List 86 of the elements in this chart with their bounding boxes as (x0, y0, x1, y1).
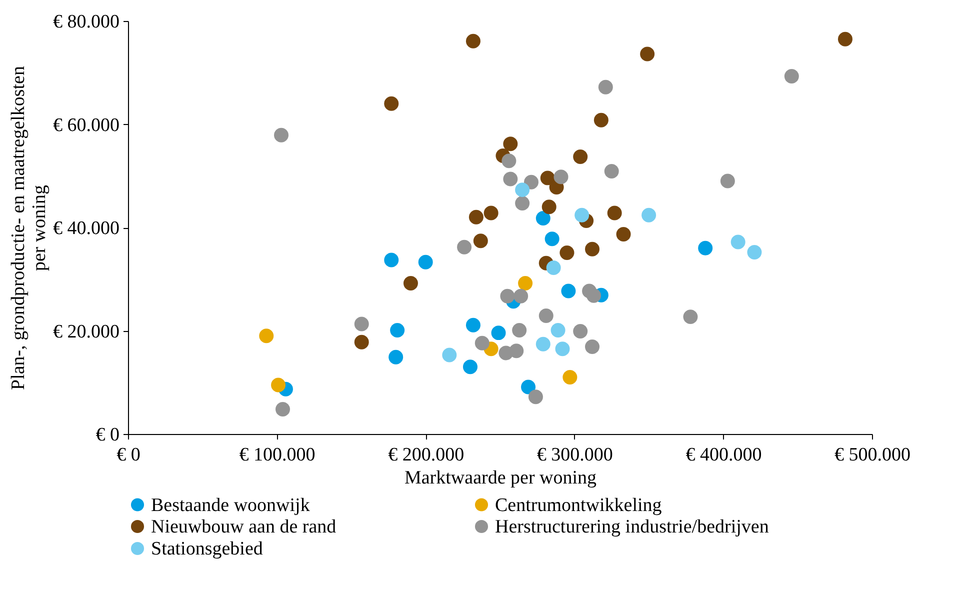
point (524, 174, 538, 190)
point (594, 112, 608, 128)
x-tick-label: € 200.000 (388, 444, 464, 466)
point (573, 324, 588, 338)
x-tick-label: € 300.000 (536, 444, 613, 466)
point (838, 32, 852, 46)
point (598, 80, 613, 94)
point (512, 323, 527, 338)
point (271, 378, 286, 392)
point (474, 336, 490, 350)
point (354, 316, 369, 332)
point (502, 154, 516, 168)
point (573, 150, 588, 164)
point (562, 370, 578, 384)
point (442, 348, 457, 362)
x-axis-title: Marktwaarde per woning (404, 468, 598, 488)
legend-label: Centrumontwikkeling (495, 494, 662, 516)
point (542, 200, 556, 214)
y-tick-label: € 20.000 (53, 321, 120, 342)
point (604, 164, 619, 178)
point (518, 276, 533, 290)
point (683, 310, 698, 324)
point (388, 350, 404, 364)
point (554, 170, 568, 184)
point (555, 342, 570, 356)
legend-label: Bestaande woonwijk (151, 494, 310, 516)
point (354, 334, 369, 350)
point (720, 174, 735, 188)
point (384, 252, 399, 268)
y-tick-label: € 0 (96, 424, 120, 446)
y-tick-label: € 80.000 (53, 12, 120, 32)
point (468, 210, 484, 224)
point (521, 380, 536, 394)
point (484, 206, 498, 220)
point (466, 318, 480, 332)
legend-label: Herstructurering industrie/bedrijven (495, 516, 770, 538)
point (491, 326, 506, 340)
point (540, 170, 555, 186)
legend-label: Stationsgebied (151, 538, 264, 560)
point (560, 246, 574, 260)
point (616, 226, 631, 242)
point (585, 242, 600, 256)
point (515, 196, 530, 210)
point (642, 208, 656, 222)
point (528, 390, 543, 404)
point (574, 208, 590, 222)
y-tick-label: € 40.000 (53, 218, 120, 239)
point (550, 323, 566, 338)
x-tick-label: € 500.000 (834, 444, 910, 466)
point (503, 172, 518, 186)
point (546, 260, 561, 275)
y-tick-label: € 60.000 (53, 114, 120, 136)
point (640, 46, 655, 62)
point (586, 288, 601, 303)
x-tick-label: € 100.000 (239, 444, 316, 466)
point (403, 276, 418, 290)
point (561, 284, 576, 298)
x-tick-label: € 0 (116, 444, 140, 466)
point (514, 288, 528, 304)
point (500, 288, 515, 304)
point (544, 232, 560, 246)
point (418, 254, 433, 270)
point (462, 360, 478, 374)
legend-label: Nieuwbouw aan de rand (151, 516, 337, 538)
point (259, 328, 274, 344)
y-axis-title: Plan-, grondproductie- en maatregelkosten per woning (8, 66, 50, 390)
point (509, 344, 524, 358)
point (466, 34, 480, 48)
point (503, 136, 518, 152)
point (607, 206, 622, 220)
point (274, 128, 289, 142)
point (747, 245, 762, 260)
point (698, 240, 713, 256)
point (538, 308, 554, 324)
point (276, 402, 290, 416)
point (585, 340, 600, 354)
point (730, 234, 746, 250)
point (536, 336, 550, 352)
point (536, 210, 550, 226)
point (515, 182, 530, 198)
point (473, 234, 488, 248)
point (384, 96, 399, 111)
x-tick-label: € 400.000 (686, 444, 762, 466)
point (784, 69, 799, 84)
point (390, 323, 405, 338)
point (457, 240, 472, 254)
